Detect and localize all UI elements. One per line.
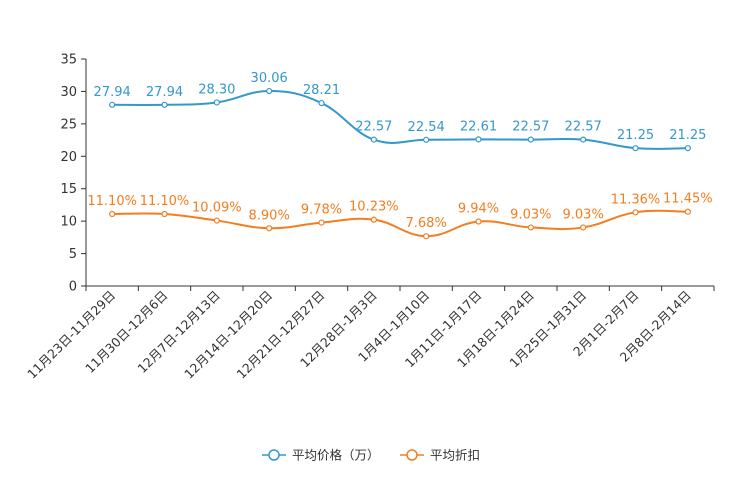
data-point[interactable] [580, 136, 587, 143]
data-label: 9.94% [458, 202, 499, 217]
data-label: 30.06 [251, 71, 288, 86]
y-tick-label: 20 [60, 150, 77, 165]
data-point[interactable] [318, 219, 325, 226]
data-label: 9.03% [563, 207, 604, 222]
y-tick-label: 0 [69, 280, 77, 295]
legend-marker-icon [406, 449, 418, 461]
data-label: 10.23% [349, 200, 399, 215]
data-point[interactable] [475, 136, 482, 143]
data-label: 27.94 [94, 85, 131, 100]
data-label: 21.25 [617, 128, 654, 143]
y-tick-label: 10 [60, 215, 77, 230]
y-tick-label: 25 [60, 117, 77, 132]
y-tick-label: 5 [69, 247, 77, 262]
data-label: 11.10% [87, 194, 137, 209]
data-point[interactable] [161, 101, 168, 108]
data-point[interactable] [684, 208, 691, 215]
data-point[interactable] [632, 209, 639, 216]
chart-axes: 0510152025303511月23日-11月29日11月30日-12月6日1… [24, 53, 715, 382]
data-label: 27.94 [146, 85, 183, 100]
data-point[interactable] [684, 145, 691, 152]
legend-item-2[interactable]: 平均折扣 [400, 448, 480, 463]
data-point[interactable] [161, 210, 168, 218]
data-point[interactable] [213, 217, 220, 224]
data-point[interactable] [423, 136, 430, 143]
data-label: 9.78% [301, 203, 342, 218]
data-point[interactable] [527, 136, 534, 143]
data-point[interactable] [423, 233, 430, 240]
data-label: 10.09% [192, 201, 242, 216]
data-label: 22.54 [408, 120, 445, 135]
data-label: 8.90% [249, 208, 290, 223]
legend-label: 平均折扣 [430, 448, 480, 463]
chart-series: 27.94 27.94 28.30 30.06 28.21 22.57 22.54 22.61… [87, 71, 713, 240]
data-label: 11.36% [611, 192, 661, 207]
data-point[interactable] [109, 210, 116, 218]
data-label: 7.68% [406, 216, 447, 231]
chart-legend[interactable]: 平均价格（万） 平均折扣 [262, 448, 480, 463]
data-point[interactable] [475, 218, 482, 225]
data-label: 28.30 [198, 82, 235, 97]
data-label: 9.03% [510, 207, 551, 222]
data-point[interactable] [266, 225, 273, 232]
data-point[interactable] [213, 99, 220, 106]
data-point[interactable] [318, 99, 325, 107]
data-point[interactable] [266, 87, 273, 95]
data-label: 28.21 [303, 83, 340, 98]
y-tick-label: 30 [60, 85, 77, 100]
data-point[interactable] [370, 136, 377, 143]
data-point[interactable] [580, 224, 587, 231]
y-tick-label: 15 [60, 182, 77, 197]
legend-marker-icon [268, 449, 280, 461]
data-label: 21.25 [669, 128, 706, 143]
x-tick-label: 12月21日-12月27日 [233, 288, 327, 382]
y-tick-label: 35 [60, 53, 77, 68]
data-label: 22.57 [565, 120, 602, 135]
data-label: 22.57 [355, 120, 392, 135]
legend-item-1[interactable]: 平均价格（万） [262, 448, 380, 463]
series-2: 11.10% 11.10% 10.09%8.90% 9.78% 10.23%7.68%9… [87, 192, 713, 240]
legend-label: 平均价格（万） [292, 448, 380, 463]
series-1: 27.94 27.94 28.30 30.06 28.21 22.57 22.54 22.61… [94, 71, 706, 152]
x-tick-label: 11月23日-11月29日 [24, 288, 118, 382]
series-line [112, 209, 688, 238]
data-point[interactable] [632, 145, 639, 152]
x-tick-label: 12月14日-12月20日 [181, 288, 275, 382]
data-label: 11.10% [140, 194, 190, 209]
data-label: 22.57 [512, 120, 549, 135]
data-label: 22.61 [460, 119, 497, 134]
data-point[interactable] [527, 224, 534, 231]
series-line [112, 90, 688, 150]
data-point[interactable] [109, 101, 116, 108]
data-label: 11.45% [663, 192, 713, 207]
data-point[interactable] [370, 216, 377, 223]
